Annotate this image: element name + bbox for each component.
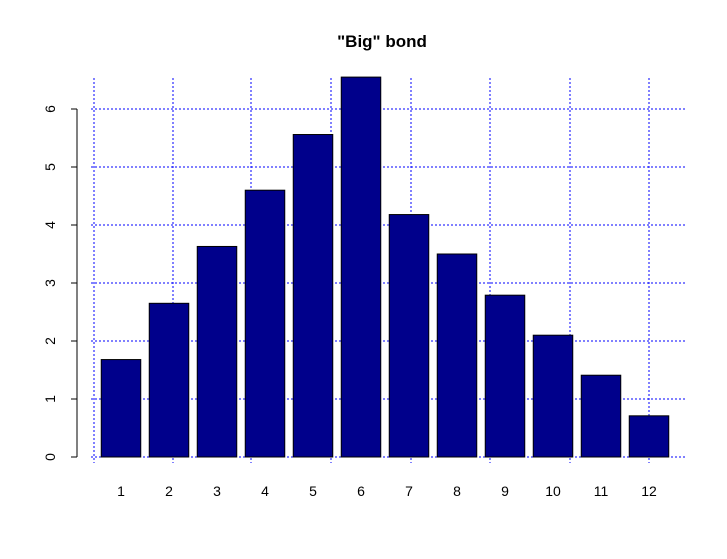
x-tick-label-4: 4	[261, 483, 269, 499]
x-axis-labels: 1 2 3 4 5 6 7 8 9 10 11 12	[117, 483, 657, 499]
x-tick-label-7: 7	[405, 483, 413, 499]
x-tick-label-5: 5	[309, 483, 317, 499]
bar-12	[628, 415, 670, 458]
bars	[100, 76, 670, 458]
bar-11	[580, 374, 622, 458]
x-tick-label-10: 10	[545, 483, 561, 499]
y-tick-label-5: 5	[42, 163, 58, 171]
y-tick-label-1: 1	[42, 395, 58, 403]
chart-title: "Big" bond	[337, 32, 427, 51]
bar-3	[196, 245, 238, 458]
bar-7	[388, 214, 430, 458]
y-tick-label-2: 2	[42, 337, 58, 345]
x-tick-label-8: 8	[453, 483, 461, 499]
x-tick-label-11: 11	[594, 483, 609, 499]
y-axis: 0 1 2 3 4 5 6	[42, 105, 78, 461]
bar-1	[100, 359, 142, 458]
bar-10	[532, 334, 574, 458]
bar-5	[292, 134, 334, 458]
bar-9	[484, 294, 526, 458]
bar-6	[340, 76, 382, 458]
x-tick-label-6: 6	[357, 483, 365, 499]
x-tick-label-2: 2	[165, 483, 173, 499]
y-tick-label-4: 4	[42, 221, 58, 229]
x-tick-label-12: 12	[641, 483, 657, 499]
x-tick-label-3: 3	[213, 483, 221, 499]
bar-4	[244, 189, 286, 458]
y-tick-label-0: 0	[42, 453, 58, 461]
x-tick-label-9: 9	[501, 483, 509, 499]
y-tick-label-3: 3	[42, 279, 58, 287]
bar-8	[436, 253, 478, 458]
y-tick-label-6: 6	[42, 105, 58, 113]
bar-2	[148, 302, 190, 458]
x-tick-label-1: 1	[117, 483, 125, 499]
